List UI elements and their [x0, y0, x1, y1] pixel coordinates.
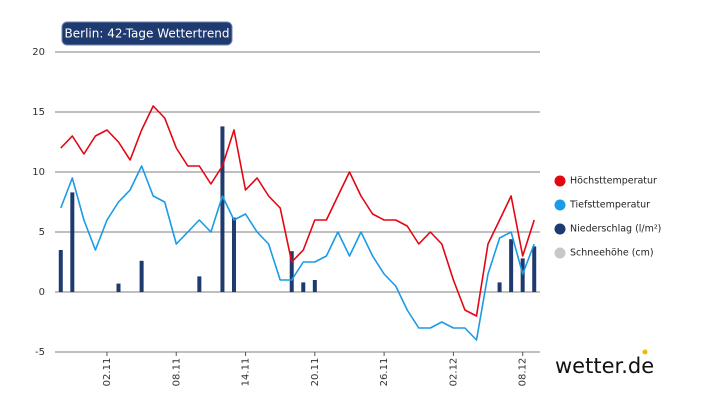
- legend-label: Schneehöhe (cm): [570, 248, 654, 259]
- precip-bar: [220, 126, 225, 293]
- precip-bar: [231, 217, 236, 292]
- brand-logo: wetter.de: [555, 354, 654, 378]
- legend-marker: [554, 199, 566, 211]
- x-tick-label: 08.11: [171, 358, 182, 387]
- title-box: [61, 21, 233, 46]
- x-tick-label: 02.12: [448, 358, 459, 387]
- precip-bar: [532, 246, 537, 292]
- y-tick-label: 10: [32, 167, 45, 178]
- x-tick-label: 08.12: [518, 358, 529, 387]
- precip-bar: [197, 276, 202, 292]
- legend-label: Niederschlag (l/m²): [570, 224, 661, 235]
- x-tick-label: 02.11: [102, 358, 113, 387]
- legend-label: Höchsttemperatur: [570, 176, 657, 187]
- y-tick-label: 5: [39, 227, 45, 238]
- legend-label: Tiefsttemperatur: [569, 200, 650, 211]
- y-tick-label: -5: [35, 347, 45, 358]
- chart-title: Berlin: 42-Tage Wettertrend: [65, 27, 230, 41]
- x-tick-label: 26.11: [379, 358, 390, 387]
- precip-bar: [497, 282, 502, 292]
- legend-marker: [554, 175, 566, 187]
- y-tick-label: 15: [32, 107, 45, 118]
- precip-bar: [116, 283, 121, 292]
- x-tick-label: 14.11: [241, 358, 252, 387]
- precip-bar: [289, 251, 294, 292]
- precip-bar: [139, 260, 144, 292]
- precip-bar: [58, 250, 63, 292]
- precip-bar: [70, 192, 75, 292]
- y-tick-label: 0: [39, 287, 45, 298]
- legend-marker: [554, 247, 566, 259]
- precip-bar: [520, 258, 525, 292]
- brand-dot: [642, 349, 648, 355]
- y-tick-label: 20: [32, 47, 45, 58]
- x-tick-label: 20.11: [310, 358, 321, 387]
- temperature-line: [60, 165, 535, 341]
- precip-bar: [312, 280, 317, 292]
- precip-bar: [301, 282, 306, 292]
- precip-bar: [509, 239, 514, 292]
- legend-marker: [554, 223, 566, 235]
- temperature-line: [60, 105, 535, 317]
